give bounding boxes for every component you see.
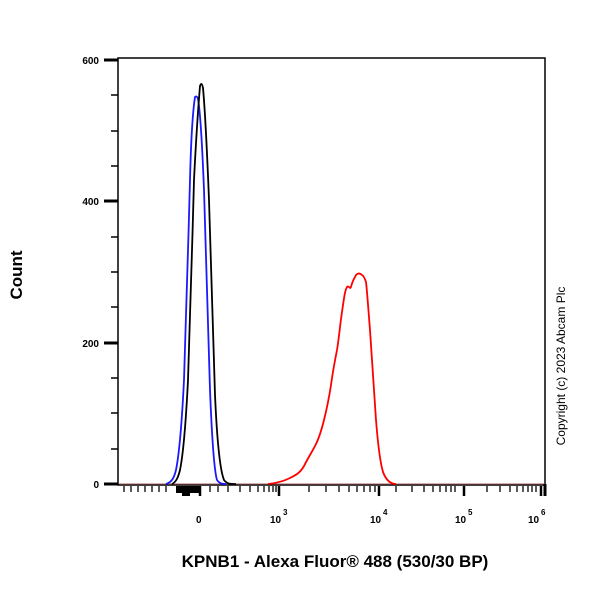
x-tick-1e6: 10 — [528, 515, 540, 526]
x-axis-label: KPNB1 - Alexa Fluor® 488 (530/30 BP) — [181, 552, 489, 571]
y-tick-labels: 600 400 200 0 — [82, 56, 99, 491]
y-tick-0: 0 — [93, 480, 99, 491]
x-tick-1e3: 10 — [270, 515, 282, 526]
histogram-red — [267, 272, 397, 485]
y-axis-label: Count — [2, 240, 32, 310]
y-axis-label-text: Count — [7, 250, 26, 300]
y-axis — [104, 58, 118, 486]
y-tick-200: 200 — [82, 339, 99, 350]
histogram-blue — [165, 95, 227, 485]
x-tick-1e4-exp: 4 — [383, 508, 388, 517]
x-axis — [123, 486, 543, 496]
x-tick-1e3-exp: 3 — [283, 508, 288, 517]
x-tick-labels: 0 10 3 10 4 10 5 10 6 — [196, 508, 546, 526]
y-tick-400: 400 — [82, 197, 99, 208]
histogram-black — [171, 83, 237, 485]
y-tick-600: 600 — [82, 56, 99, 67]
x-tick-0: 0 — [196, 515, 202, 526]
x-tick-1e6-exp: 6 — [541, 508, 546, 517]
x-tick-1e4: 10 — [370, 515, 382, 526]
copyright-text: Copyright (c) 2023 Abcam Plc — [554, 286, 568, 446]
copyright-notice: Copyright (c) 2023 Abcam Plc — [548, 240, 574, 492]
x-tick-1e5-exp: 5 — [468, 508, 473, 517]
x-tick-1e5: 10 — [455, 515, 467, 526]
